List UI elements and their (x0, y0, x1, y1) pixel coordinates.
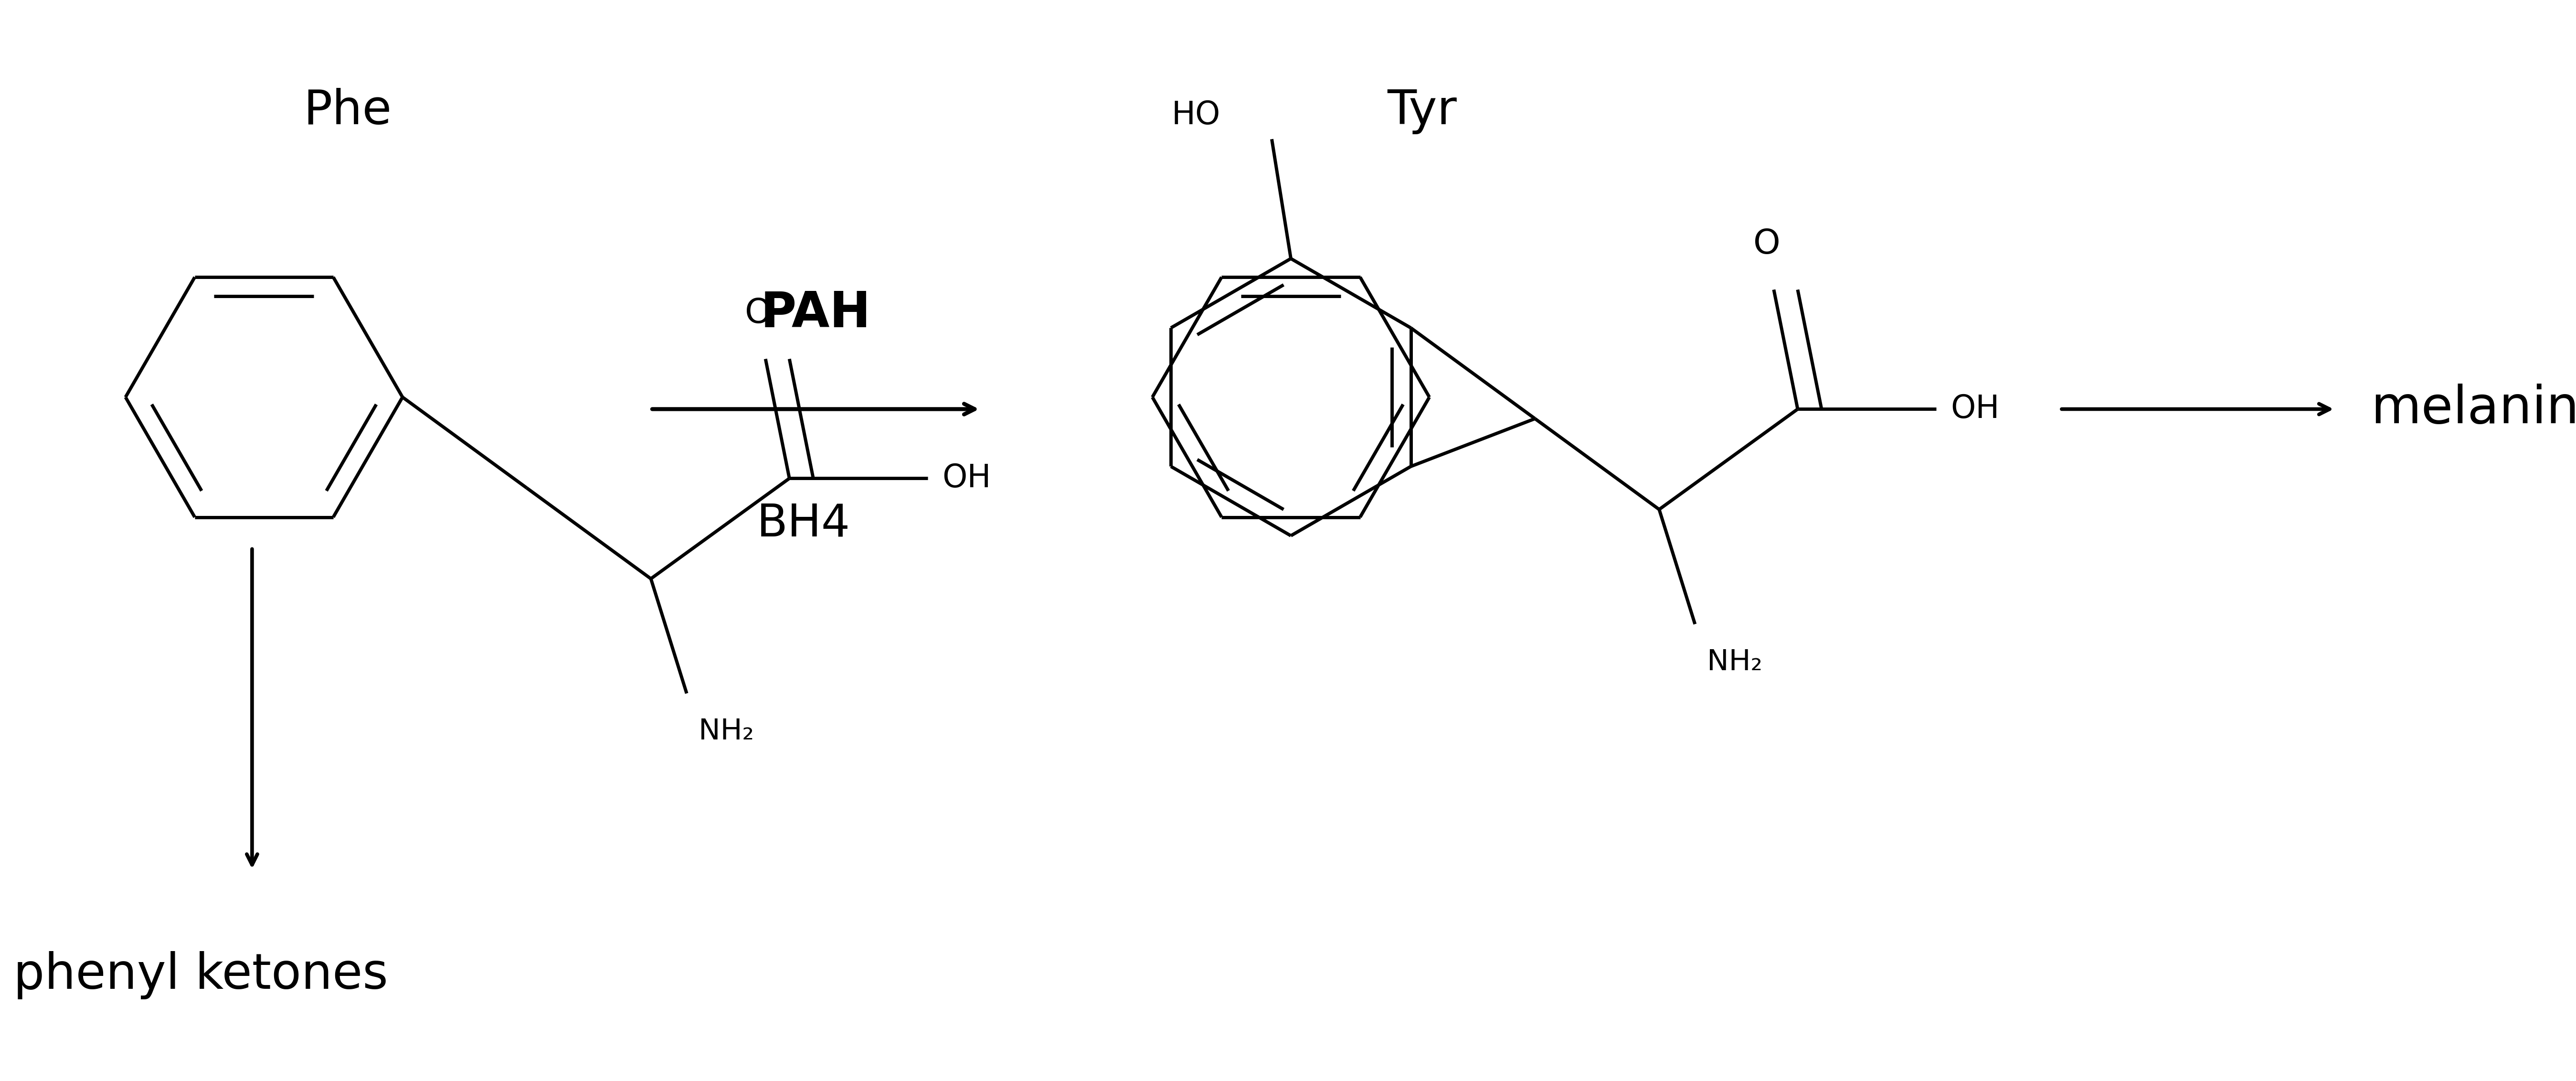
Bar (1128, 235, 1453, 560)
Text: Phe: Phe (304, 88, 392, 134)
Text: O: O (744, 297, 773, 331)
Text: PAH: PAH (760, 290, 871, 337)
Text: melanin: melanin (2370, 384, 2576, 435)
Text: HO: HO (1172, 99, 1221, 131)
Text: phenyl ketones: phenyl ketones (13, 951, 389, 1000)
Text: NH₂: NH₂ (1708, 648, 1762, 677)
Text: O: O (1754, 228, 1780, 261)
Text: BH4: BH4 (757, 502, 850, 546)
Text: OH: OH (1950, 393, 1999, 425)
Text: OH: OH (943, 463, 992, 494)
Text: NH₂: NH₂ (698, 718, 755, 746)
Text: Tyr: Tyr (1388, 88, 1458, 134)
